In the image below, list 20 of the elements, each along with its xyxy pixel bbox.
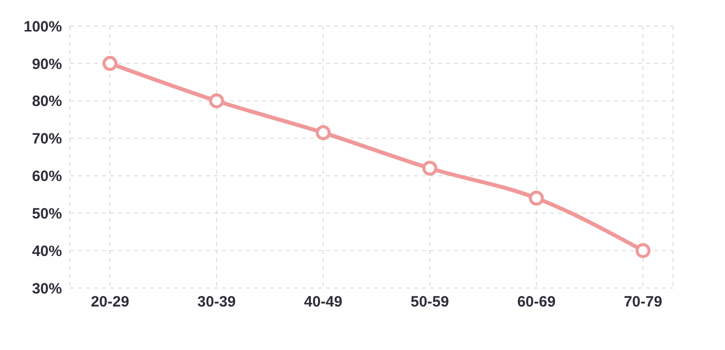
point — [636, 243, 650, 258]
x-tick-label: 30-39 — [197, 294, 236, 311]
x-tick-label: 20-29 — [90, 294, 130, 311]
x-tick-label: 40-49 — [304, 294, 342, 311]
y-tick-label: 70% — [32, 130, 62, 148]
x-tick-label: 60-69 — [517, 294, 556, 311]
y-tick-label: 40% — [32, 242, 62, 260]
point — [422, 160, 438, 176]
point — [102, 56, 118, 71]
y-tick-label: 90% — [32, 56, 62, 73]
point — [209, 93, 224, 108]
x-tick-label: 50-59 — [410, 294, 449, 311]
point — [316, 125, 331, 140]
y-tick-label: 60% — [32, 168, 62, 186]
y-tick-label: 80% — [32, 93, 62, 110]
y-tick-label: 100% — [24, 18, 62, 36]
y-tick-label: 50% — [32, 205, 62, 222]
y-tick-label: 30% — [32, 280, 62, 298]
point — [528, 190, 544, 206]
x-tick-label: 70-79 — [624, 294, 662, 311]
